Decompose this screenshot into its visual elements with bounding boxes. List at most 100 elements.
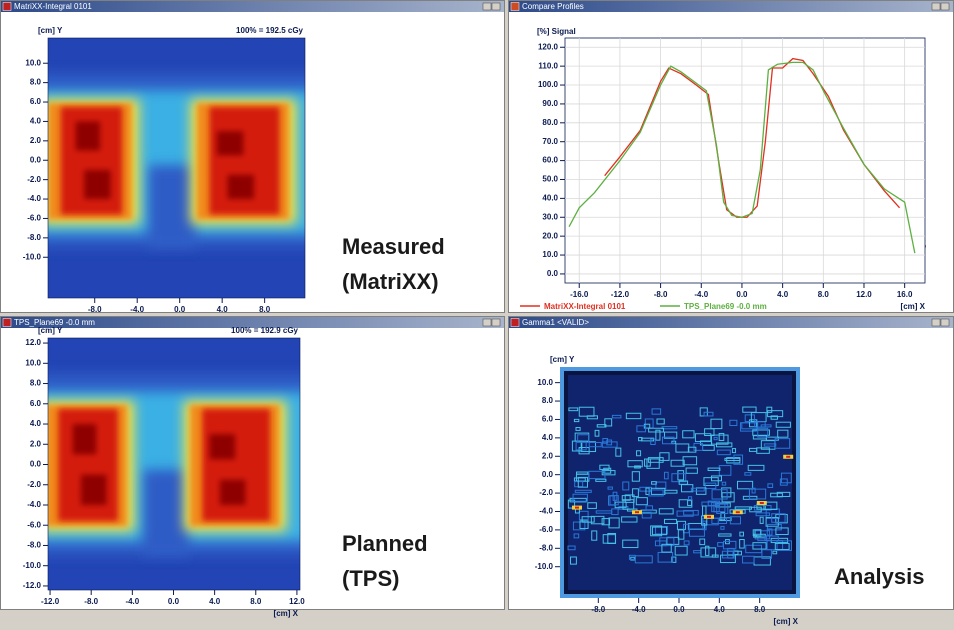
gamma-pattern xyxy=(748,488,767,500)
gamma-pattern xyxy=(625,412,642,420)
window-button[interactable] xyxy=(482,2,492,11)
gamma-pattern xyxy=(664,489,678,494)
gamma-pattern xyxy=(736,480,754,490)
gamma-pattern xyxy=(650,438,656,446)
window-title: Gamma1 <VALID> xyxy=(522,318,589,327)
title-bar xyxy=(509,317,953,328)
dose-region xyxy=(227,174,255,200)
x-axis-label: [cm] X xyxy=(901,302,926,311)
gamma-pattern xyxy=(749,506,762,513)
y-tick-label: 20.0 xyxy=(542,231,558,240)
x-tick-label: 4.0 xyxy=(209,597,221,606)
gamma-pattern xyxy=(742,555,755,564)
y-tick-label: 60.0 xyxy=(542,156,558,165)
plot-area xyxy=(48,338,300,590)
y-tick-label: 10.0 xyxy=(537,378,553,387)
gamma-hotspot xyxy=(635,511,639,514)
window-button[interactable] xyxy=(482,318,492,327)
gamma-pattern xyxy=(586,415,598,420)
y-tick-label: 0.0 xyxy=(30,460,42,469)
dose-region xyxy=(80,474,107,505)
gamma-pattern xyxy=(694,433,712,443)
gamma-pattern xyxy=(607,533,617,544)
x-tick-label: 16.0 xyxy=(897,290,913,299)
x-tick-label: 4.0 xyxy=(217,305,229,314)
gamma-pattern xyxy=(611,508,619,516)
gamma-pattern xyxy=(744,414,755,422)
gamma-pattern xyxy=(757,535,768,542)
title-bar xyxy=(509,1,953,12)
x-tick-label: -4.0 xyxy=(632,605,646,614)
window-button[interactable] xyxy=(931,2,941,11)
x-tick-label: 12.0 xyxy=(289,597,305,606)
gamma-pattern xyxy=(575,427,581,431)
gamma-pattern xyxy=(569,497,587,503)
gamma-pattern xyxy=(577,476,589,488)
gamma-pattern xyxy=(729,419,738,427)
gamma-pattern xyxy=(594,429,600,437)
dose-region xyxy=(147,165,196,248)
gamma-pattern xyxy=(687,500,693,506)
window-button[interactable] xyxy=(491,318,501,327)
gamma-pattern xyxy=(567,545,576,551)
gamma-pattern xyxy=(763,443,777,447)
window-button[interactable] xyxy=(940,2,950,11)
window-icon xyxy=(2,318,12,327)
window-icon xyxy=(510,318,520,327)
gamma-pattern xyxy=(721,492,735,503)
y-tick-label: 50.0 xyxy=(542,175,558,184)
x-tick-label: 0.0 xyxy=(168,597,180,606)
y-tick-label: 40.0 xyxy=(542,193,558,202)
gamma-pattern xyxy=(601,470,616,476)
x-tick-label: -4.0 xyxy=(694,290,708,299)
y-tick-label: -8.0 xyxy=(27,541,41,550)
gamma-pattern xyxy=(757,427,769,438)
window-title: Compare Profiles xyxy=(522,2,584,11)
gamma-pattern xyxy=(658,508,674,515)
gamma-field xyxy=(564,371,796,594)
y-tick-label: -8.0 xyxy=(27,233,41,242)
gamma-pattern xyxy=(718,432,725,441)
x-tick-label: -4.0 xyxy=(130,305,144,314)
window-title: TPS_Plane69 -0.0 mm xyxy=(14,318,95,327)
x-tick-label: 0.0 xyxy=(174,305,186,314)
gamma-pattern xyxy=(775,421,791,428)
gamma-pattern xyxy=(575,441,587,451)
y-tick-label: -10.0 xyxy=(535,562,554,571)
caption: Planned xyxy=(342,531,428,556)
window-button[interactable] xyxy=(931,318,941,327)
gamma-pattern xyxy=(770,415,779,420)
y-tick-label: 120.0 xyxy=(538,42,559,51)
gamma-pattern xyxy=(621,495,631,501)
gamma-pattern xyxy=(663,518,678,524)
y-tick-label: 10.0 xyxy=(542,250,558,259)
gamma-pattern xyxy=(760,424,772,428)
gamma-pattern xyxy=(676,510,694,517)
window-button[interactable] xyxy=(491,2,501,11)
gamma-pattern xyxy=(729,516,741,525)
gamma-pattern xyxy=(742,406,757,413)
y-tick-label: 30.0 xyxy=(542,212,558,221)
y-tick-label: 4.0 xyxy=(30,419,42,428)
gamma-pattern xyxy=(710,434,729,445)
y-tick-label: 6.0 xyxy=(30,399,42,408)
gamma-pattern xyxy=(646,458,660,469)
gamma-pattern xyxy=(591,530,598,541)
gamma-pattern xyxy=(570,556,577,565)
gamma-pattern xyxy=(761,549,772,559)
gamma-hotspot xyxy=(735,511,740,514)
gamma-pattern xyxy=(590,515,605,525)
gamma-pattern xyxy=(774,542,790,551)
gamma-pattern xyxy=(690,487,705,492)
y-tick-label: -8.0 xyxy=(539,543,553,552)
gamma-pattern xyxy=(767,410,784,418)
gamma-pattern xyxy=(573,533,580,539)
plot-area xyxy=(48,38,305,298)
gamma-pattern xyxy=(631,471,640,482)
y-tick-label: 12.0 xyxy=(25,338,41,347)
gamma-pattern xyxy=(650,525,663,537)
gamma-pattern xyxy=(588,470,606,480)
gamma-pattern xyxy=(710,418,723,430)
window-button[interactable] xyxy=(940,318,950,327)
y-tick-label: -6.0 xyxy=(27,214,41,223)
